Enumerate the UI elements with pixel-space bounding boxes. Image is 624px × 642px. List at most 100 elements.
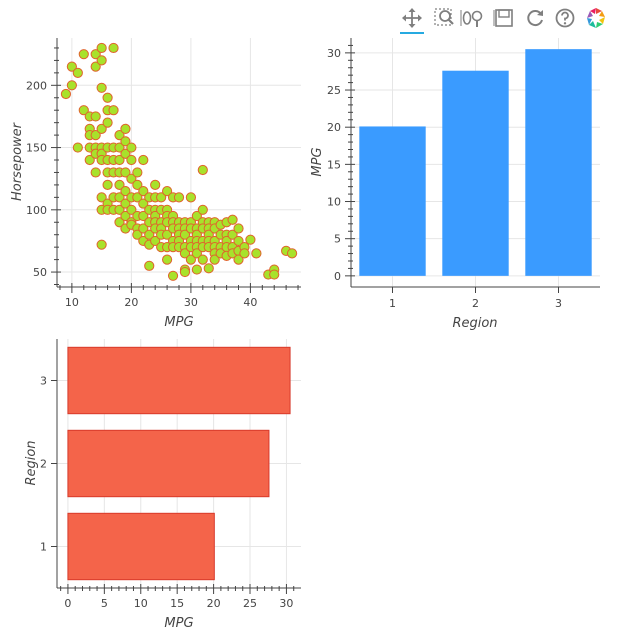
x-tick-label: 15 <box>170 597 184 610</box>
bar-region-3 <box>525 49 592 276</box>
reset-icon[interactable] <box>521 4 549 32</box>
scatter-point <box>251 248 262 259</box>
scatter-point <box>102 179 113 191</box>
scatter-point <box>114 192 125 203</box>
save-icon[interactable] <box>490 4 518 32</box>
help-icon[interactable] <box>551 4 579 32</box>
scatter-point <box>96 55 107 66</box>
scatter-point <box>102 117 113 128</box>
x-tick-label: 2 <box>472 297 479 310</box>
scatter-point <box>138 154 149 166</box>
scatter-point <box>132 167 143 178</box>
horizontal-bar-chart[interactable]: 0 5 10 15 20 25 30 1 2 3 MPG Region <box>24 339 301 631</box>
x-tick-label: 25 <box>243 597 257 610</box>
scatter-point <box>150 235 161 247</box>
scatter-point <box>78 105 89 116</box>
scatter-point <box>185 254 197 265</box>
scatter-point <box>120 186 131 197</box>
scatter-point <box>96 42 107 54</box>
y-tick-label: 30 <box>327 47 341 60</box>
y-axis-label: Region <box>24 440 39 485</box>
scatter-point <box>203 263 214 274</box>
pan-tool-icon[interactable] <box>398 4 426 34</box>
x-tick-label: 10 <box>134 597 148 610</box>
y-tick-label: 15 <box>327 158 341 171</box>
scatter-point <box>114 142 125 153</box>
bar-region-2 <box>67 429 270 498</box>
scatter-point <box>197 164 208 176</box>
scatter-point <box>138 210 149 222</box>
scatter-point <box>191 248 202 259</box>
scatter-point <box>233 254 244 265</box>
scatter-point <box>191 264 202 275</box>
scatter-point <box>197 254 208 265</box>
x-axis-label: MPG <box>164 315 193 330</box>
scatter-point <box>161 186 173 197</box>
scatter-point <box>78 49 89 60</box>
scatter-point <box>108 42 119 54</box>
scatter-point <box>102 92 113 103</box>
scatter-point <box>144 229 155 240</box>
scatter-point <box>239 248 250 259</box>
bar-region-3 <box>67 346 291 415</box>
bars <box>67 346 291 581</box>
scatter-point <box>161 254 173 265</box>
scatter-point <box>120 210 131 222</box>
scatter-point <box>245 234 256 245</box>
wheel-zoom-icon[interactable] <box>458 4 486 32</box>
scatter-point <box>209 254 220 265</box>
scatter-point <box>144 260 155 271</box>
x-tick-label: 5 <box>101 597 108 610</box>
y-tick-label: 1 <box>40 541 47 554</box>
bokeh-logo-icon[interactable] <box>582 4 610 32</box>
scatter-point <box>191 210 202 222</box>
y-tick-label: 10 <box>327 196 341 209</box>
scatter-point <box>114 130 125 141</box>
scatter-point <box>90 61 101 72</box>
scatter-point <box>138 186 149 197</box>
scatter-plot[interactable]: 10 20 30 40 50 100 150 200 MPG Horsepower <box>10 38 301 330</box>
box-zoom-icon[interactable] <box>430 4 458 32</box>
x-tick-label: 30 <box>279 597 293 610</box>
scatter-point <box>96 239 107 250</box>
scatter-point <box>126 154 137 166</box>
x-tick-label: 1 <box>389 297 396 310</box>
scatter-point <box>185 192 197 203</box>
scatter-point <box>150 179 161 191</box>
x-tick-label: 40 <box>243 296 257 309</box>
x-axis-label: MPG <box>164 616 193 631</box>
scatter-point <box>120 167 131 178</box>
scatter-point <box>96 192 107 203</box>
scatter-point <box>179 266 191 278</box>
scatter-point <box>156 192 167 203</box>
scatter-point <box>120 148 131 159</box>
scatter-point <box>66 80 77 91</box>
y-tick-label: 0 <box>334 270 341 283</box>
bars <box>359 49 592 276</box>
scatter-point <box>126 204 137 215</box>
x-tick-label: 0 <box>64 597 71 610</box>
y-tick-label: 3 <box>40 375 47 388</box>
scatter-points <box>60 42 298 281</box>
x-tick-label: 30 <box>184 296 198 309</box>
axes: 0 5 10 15 20 25 30 1 2 3 <box>40 339 301 610</box>
scatter-point <box>161 229 173 240</box>
x-tick-label: 3 <box>555 297 562 310</box>
y-axis-label: Horsepower <box>10 121 25 201</box>
y-tick-label: 100 <box>26 204 47 217</box>
scatter-point <box>114 217 125 228</box>
scatter-point <box>96 82 107 93</box>
scatter-point <box>90 111 101 122</box>
toolbar <box>390 2 624 34</box>
scatter-point <box>126 173 137 184</box>
scatter-point <box>114 154 125 166</box>
y-tick-label: 150 <box>26 142 47 155</box>
scatter-point <box>233 223 244 234</box>
bar-region-1 <box>67 512 215 581</box>
scatter-point <box>197 204 208 215</box>
scatter-point <box>132 229 143 240</box>
scatter-point <box>72 142 83 153</box>
